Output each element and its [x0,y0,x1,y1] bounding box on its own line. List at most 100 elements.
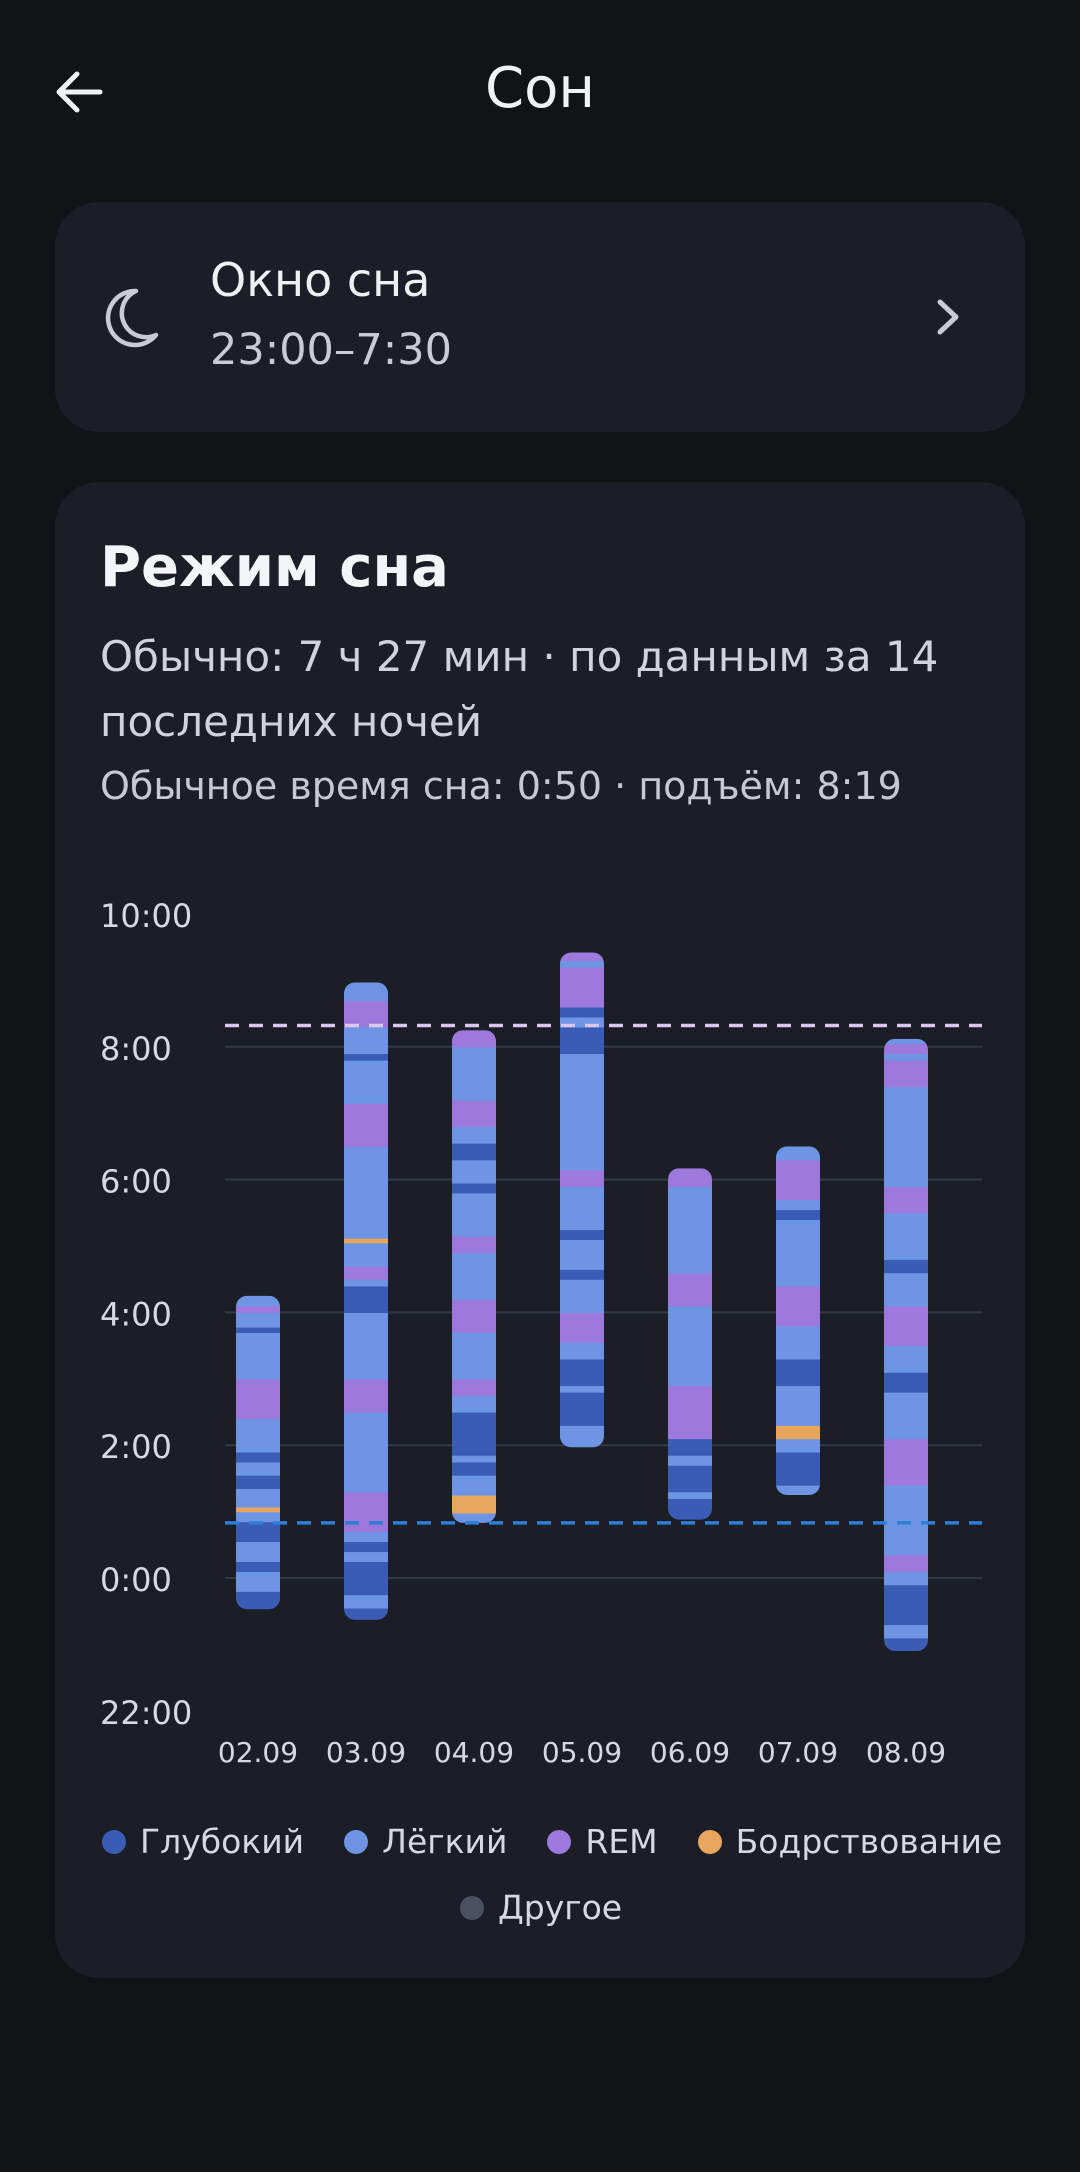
stage-segment-deep [236,1475,280,1489]
stage-segment-light [452,1046,496,1101]
sleep-bar-07.09 [776,1146,820,1496]
stage-segment-light [452,1252,496,1300]
legend-dot [547,1829,572,1854]
stage-segment-deep [344,1561,388,1596]
x-tick-label: 04.09 [434,1736,514,1769]
stage-segment-light [776,1199,820,1211]
stage-segment-light [776,1438,820,1453]
stage-segment-light [344,1026,388,1055]
stage-segment-light [344,1060,388,1104]
sleep-window-card[interactable] [55,202,1025,432]
stage-segment-deep [560,1229,604,1240]
stage-segment-light [236,1511,280,1523]
stage-segment-light [236,1332,280,1380]
back-button[interactable] [48,62,108,122]
stage-segment-rem [344,1103,388,1147]
legend-item-light: Лёгкий [344,1822,507,1861]
sleep-window-time: 23:00–7:30 [210,325,452,375]
stage-segment-light [560,1239,604,1270]
moon-icon [105,288,159,348]
stage-segment-deep [560,1392,604,1426]
sleep-chart: 22:00 0:00 2:00 4:00 6:00 8:00 10:00 02.09 03.09… [100,897,982,1769]
legend-item-other: Другое [460,1888,622,1927]
stage-segment-light [560,1016,604,1028]
stage-segment-light [776,1219,820,1287]
sleep-mode-card [55,482,1025,1978]
app-header: Сон [0,0,1080,185]
stage-segment-rem [560,1312,604,1343]
stage-segment-deep [452,1412,496,1456]
stage-segment-rem [884,1060,928,1088]
stage-segment-light [668,1186,712,1274]
stage-segment-light [344,1279,388,1287]
stage-segment-light [344,982,388,1001]
stage-segment-rem [884,1438,928,1486]
stage-segment-deep [668,1465,712,1493]
x-tick-label: 07.09 [758,1736,838,1769]
stage-segment-light [452,1126,496,1144]
sleep-bar-02.09 [236,1295,280,1610]
stage-segment-deep [776,1358,820,1387]
stage-segment-awake [776,1425,820,1440]
stage-segment-rem [344,1000,388,1028]
stage-segment-deep [560,1026,604,1055]
legend-row-2: Другое [460,1888,662,1927]
stage-segment-light [452,1395,496,1413]
x-tick-label: 05.09 [542,1736,622,1769]
stage-segment-light [236,1541,280,1562]
y-tick-label: 2:00 [100,1428,172,1466]
stage-segment-rem [668,1385,712,1440]
stage-segment-light [884,1038,928,1045]
stage-segment-deep [560,1358,604,1387]
stage-segment-light [344,1531,388,1543]
legend-label: Лёгкий [382,1822,508,1861]
stage-segment-rem [344,1491,388,1533]
stage-segment-deep [452,1461,496,1476]
legend-dot [102,1829,126,1854]
stage-segment-light [236,1312,280,1328]
stage-segment-light [560,1385,604,1393]
stage-segment-light [452,1475,496,1496]
stage-segment-rem [668,1272,712,1307]
stage-segment-light [344,1242,388,1267]
stage-segment-deep [452,1143,496,1161]
stage-segment-deep [236,1521,280,1543]
stage-segment-light [884,1624,928,1639]
legend-dot [344,1829,369,1854]
x-tick-label: 06.09 [650,1736,730,1769]
stage-segment-light [884,1053,928,1061]
legend-dot [697,1829,722,1854]
sleep-mode-title: Режим сна [100,535,449,600]
stage-segment-light [884,1212,928,1260]
sleep-bar-08.09 [884,1038,928,1652]
stage-segment-deep [344,1541,388,1553]
y-tick-label: 10:00 [100,897,192,935]
stage-segment-light [776,1485,820,1496]
sleep-bar-06.09 [668,1168,712,1520]
y-tick-label: 6:00 [100,1163,172,1201]
y-tick-label: 4:00 [100,1295,172,1333]
legend-label: Бодрствование [735,1822,1003,1861]
stage-segment-deep [236,1451,280,1463]
legend-item-rem: REM [547,1822,658,1861]
stage-segment-light [236,1461,280,1476]
stage-segment-deep [452,1182,496,1194]
stage-segment-light [344,1312,388,1380]
sleep-bar-05.09 [560,952,604,1448]
stage-segment-rem [452,1030,496,1048]
stage-segment-rem [560,1169,604,1187]
stage-segment-awake [236,1506,280,1513]
legend-row-1: Глубокий Лёгкий REM Бодрствование [102,1822,1042,1861]
stage-segment-deep [236,1561,280,1572]
stage-segment-deep [344,1053,388,1061]
arrow-left-icon [56,71,103,113]
stage-segment-light [560,1053,604,1171]
y-tick-label: 0:00 [100,1561,172,1599]
stage-segment-rem [452,1378,496,1396]
stage-segment-light [452,1192,496,1237]
stage-segment-rem [344,1265,388,1280]
stage-segment-light [236,1571,280,1592]
stage-segment-rem [452,1099,496,1128]
stage-segment-deep [776,1451,820,1486]
stage-segment-light [344,1412,388,1493]
